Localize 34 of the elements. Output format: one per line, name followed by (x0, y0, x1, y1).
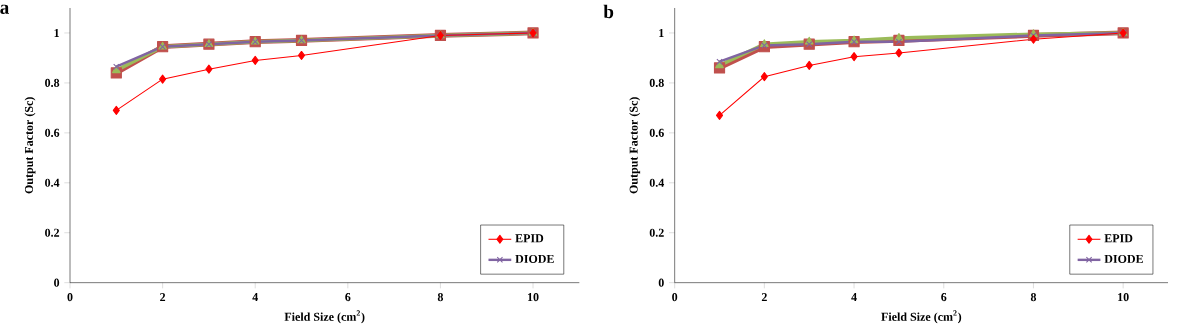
legend-label: EPID (515, 234, 544, 243)
y-tick-label: 0.2 (45, 228, 60, 237)
y-tick-label: 0.6 (649, 128, 664, 137)
y-tick-label: 0.8 (45, 78, 60, 87)
x-tick-label: 2 (160, 293, 166, 302)
x-tick-label: 6 (941, 293, 947, 302)
x-tick-label: 8 (1030, 293, 1037, 302)
y-tick-label: 0.2 (649, 228, 664, 237)
x-tick-label: 4 (252, 293, 258, 301)
legend-label: DIODE (1104, 254, 1143, 263)
x-tick-label: 6 (345, 293, 351, 302)
y-tick-label: 0.6 (45, 128, 60, 137)
y-tick-label: 1 (659, 29, 664, 37)
x-tick-label: 4 (851, 293, 857, 301)
x-tick-label: 2 (761, 293, 767, 302)
y-axis-title: Output Factor (Sc) (24, 97, 36, 194)
y-tick-label: 0.4 (649, 178, 665, 187)
x-tick-label: 0 (672, 293, 678, 302)
y-tick-label: 1 (54, 29, 59, 37)
y-tick-label: 0 (54, 278, 60, 287)
chart-title: b (603, 4, 614, 19)
x-tick-label: 8 (437, 293, 444, 302)
legend-label: DIODE (515, 254, 554, 263)
legend-label: EPID (1104, 234, 1133, 243)
y-axis-title: Output Factor (Sc) (629, 97, 641, 194)
x-tick-label: 10 (1118, 293, 1129, 302)
x-tick-label: 0 (67, 293, 73, 302)
x-tick-label: 10 (528, 293, 539, 302)
y-tick-label: 0.8 (649, 78, 664, 87)
x-axis-title: Field Size (cm$^{2}$) (881, 310, 962, 324)
chart-title: a (0, 4, 9, 14)
x-axis-title: Field Size (cm$^{2}$) (284, 310, 365, 324)
y-tick-label: 0.4 (45, 178, 60, 187)
y-tick-label: 0 (658, 278, 664, 287)
